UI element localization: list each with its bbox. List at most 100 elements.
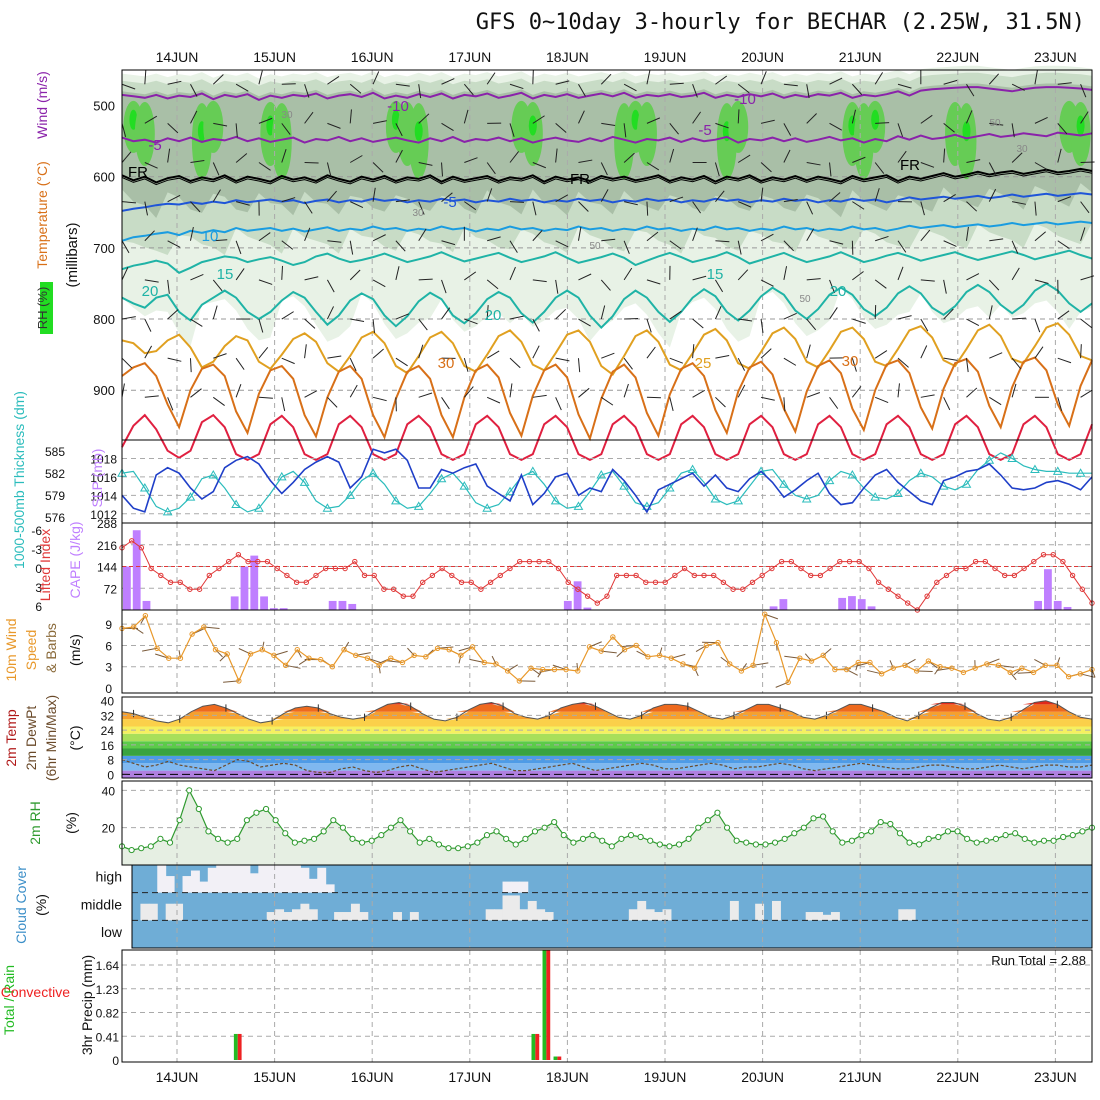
wind-barb: [190, 388, 202, 398]
temp-color-band: [122, 704, 1092, 712]
rh-marker: [291, 839, 298, 846]
lifted-index-marker: [584, 593, 591, 599]
thickness-tick: 582: [45, 467, 65, 481]
wind-barb: [349, 269, 361, 281]
wind-barb: [167, 357, 182, 362]
rh-marker: [983, 837, 990, 844]
wind-barb: [304, 201, 313, 214]
lifted-index-marker: [487, 579, 494, 586]
top-date-label: 21JUN: [839, 49, 882, 65]
wind-barb: [555, 397, 562, 411]
rh-marker: [743, 839, 750, 846]
wind-barb: [395, 83, 410, 87]
wind-barb: [760, 348, 772, 359]
rh-marker: [570, 839, 577, 846]
wind-barb: [167, 148, 171, 163]
lifted-index-marker: [449, 572, 455, 579]
wind-barb: [463, 386, 474, 398]
wind-barb: [555, 122, 567, 133]
wind-barb: [851, 358, 857, 372]
rh-marker: [272, 817, 279, 824]
slp-axis-label: SLP (mb): [89, 449, 105, 508]
rh-legend-label: RH (%): [35, 287, 50, 330]
freezing-level-line-2: [121, 170, 1093, 186]
lifted-index-marker: [458, 579, 465, 586]
wind-barb: [783, 198, 798, 203]
wind-barb: [349, 83, 362, 94]
wind-barb: [121, 357, 133, 369]
wind-barb: [578, 201, 589, 212]
lifted-index-marker: [778, 558, 785, 565]
rh-marker: [157, 835, 164, 842]
wind-axis-label-1: 10m Wind: [3, 618, 19, 681]
wind-barb: [646, 279, 661, 285]
rh-tick: 20: [102, 822, 116, 836]
wind-barb: [760, 396, 775, 401]
wind-barb: [1080, 344, 1082, 359]
wind-barb: [144, 230, 155, 242]
thickness-marker: [550, 495, 561, 505]
lifted-index-axis-label: Lifted Index: [37, 529, 53, 601]
wind-barb: [235, 268, 245, 281]
cloud-high-bar: [258, 865, 268, 893]
wind-speed-marker: [843, 666, 850, 673]
wind-barb: [1080, 111, 1089, 124]
rh-marker: [368, 837, 375, 844]
wind-barb: [715, 190, 725, 202]
wind-barb: [1011, 383, 1017, 398]
wind-barb: [577, 358, 581, 373]
wind-barb: [235, 383, 242, 398]
lifted-index-marker: [730, 586, 736, 592]
rh-marker: [627, 832, 635, 839]
contour-label: -5: [148, 137, 161, 154]
cloud-middle-bar: [628, 909, 638, 921]
wind-barb: [1034, 318, 1041, 333]
cloud-middle-bar: [654, 912, 664, 921]
lifted-index-marker: [749, 579, 756, 586]
cloud-middle-bar: [266, 912, 276, 921]
wind-barb: [874, 162, 885, 174]
wind-barb: [258, 279, 273, 285]
wind-barb: [1034, 70, 1038, 85]
wind-barb: [623, 240, 630, 254]
wind-barb: [213, 239, 228, 242]
wind-barb: [144, 345, 153, 359]
wind-barb: [783, 83, 798, 87]
wind-barb: [646, 70, 651, 85]
pressure-tick: 700: [93, 241, 115, 256]
lifted-index-marker: [148, 565, 154, 572]
rh-marker: [647, 837, 654, 844]
wind-barb-10m: [1009, 672, 1017, 681]
wind-barb: [555, 357, 570, 362]
wind-barb-10m: [537, 669, 544, 678]
wind-unit-label: (m/s): [67, 634, 83, 666]
rh-marker: [464, 843, 471, 850]
lifted-index-marker: [827, 565, 833, 572]
precip-total-bar: [553, 1056, 558, 1060]
rh-contour-label: 30: [281, 110, 293, 121]
cloud-high-bar: [190, 870, 200, 893]
cape-bar: [848, 596, 856, 610]
wind-barb-10m: [1091, 669, 1096, 678]
wind-barb: [532, 162, 546, 169]
wind-barb: [258, 346, 269, 359]
cloud-middle-bar: [359, 912, 369, 921]
cape-bar: [1034, 600, 1043, 610]
cape-tick: 144: [97, 561, 117, 575]
rh-marker: [829, 828, 836, 835]
cloud-high-bar: [325, 884, 335, 893]
wind-barb: [600, 189, 609, 202]
top-date-label: 20JUN: [741, 49, 784, 65]
wind-barb: [897, 83, 912, 89]
cape-bar: [132, 530, 141, 610]
temp-tick: 40: [101, 695, 115, 709]
cloud-middle-bar: [350, 903, 360, 921]
wind-barb: [555, 80, 570, 85]
wind-barb: [486, 350, 500, 359]
rh-marker: [455, 845, 462, 852]
wind-barb: [646, 162, 660, 171]
wind-barb: [532, 345, 540, 359]
thickness-marker: [664, 482, 675, 492]
wind-barb: [372, 318, 376, 334]
cloud-level-label: low: [101, 924, 123, 940]
